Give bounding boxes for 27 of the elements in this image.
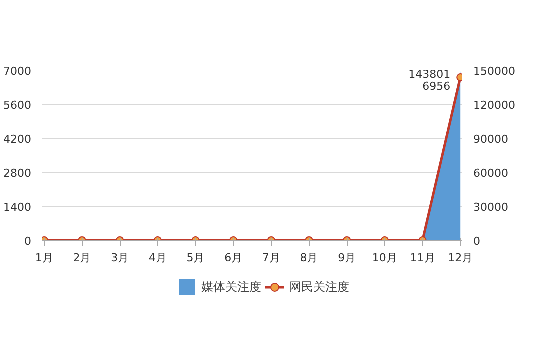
y2-tick-label: 60000 [474, 167, 508, 180]
y2-tick-label: 0 [474, 235, 480, 248]
x-tick-label: 7月 [262, 252, 280, 264]
y-tick-label: 0 [24, 235, 32, 248]
legend-label: 网民关注度 [290, 278, 350, 296]
y2-tick-label: 30000 [474, 201, 508, 214]
x-tick-label: 5月 [186, 252, 205, 264]
x-tick-label: 8月 [300, 252, 318, 264]
y-tick-label: 7000 [4, 65, 32, 78]
y2-tick-label: 90000 [474, 133, 508, 146]
y2-tick-label: 120000 [474, 99, 516, 112]
x-tick-label: 2月 [73, 252, 92, 264]
x-tick-label: 1月 [35, 252, 54, 264]
y-tick-label: 1400 [4, 201, 32, 214]
y2-tick-label: 150000 [474, 65, 516, 78]
legend-label: 媒体关注度 [202, 278, 262, 296]
x-tick-label: 12月 [448, 252, 474, 264]
x-tick-label: 11月 [410, 252, 436, 264]
data-label: 6956 [422, 80, 451, 94]
y-tick-label: 2800 [4, 167, 32, 180]
x-tick-label: 4月 [148, 252, 167, 264]
x-tick-label: 3月 [111, 252, 130, 264]
x-tick-label: 6月 [224, 252, 243, 264]
x-tick-label: 10月 [372, 252, 398, 264]
y-tick-label: 5600 [4, 99, 32, 112]
y-tick-label: 4200 [4, 133, 32, 146]
x-tick-label: 9月 [338, 252, 356, 264]
